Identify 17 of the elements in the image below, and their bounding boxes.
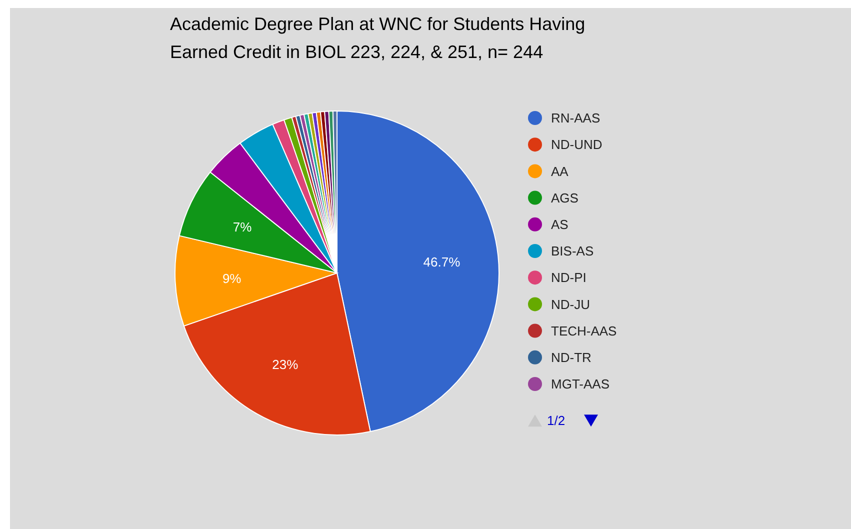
legend-label: ND-UND [551, 137, 602, 152]
data-label: 9% [222, 270, 242, 286]
legend-label: AGS [551, 190, 579, 206]
legend-label: TECH-AAS [551, 323, 618, 338]
legend-label: BIS-AS [551, 244, 594, 259]
chart-title: Academic Degree Plan at WNC for Students Having Earned Credit in BIOL 223, 224, & 251, n= 244 [170, 14, 586, 62]
legend-label: AA [551, 164, 569, 179]
legend-label: ND-JU [551, 296, 590, 312]
data-label: 7% [232, 220, 252, 235]
legend-label: RN-AAS [551, 110, 600, 126]
data-label: 46.7% [423, 254, 461, 270]
legend-label: ND-TR [551, 350, 592, 365]
data-label: 23% [272, 357, 299, 372]
text: 1/2 [547, 413, 566, 428]
legend-label: MGT-AAS [551, 376, 610, 392]
legend-label: AS [551, 216, 569, 232]
legend-label: ND-PI [551, 270, 586, 286]
